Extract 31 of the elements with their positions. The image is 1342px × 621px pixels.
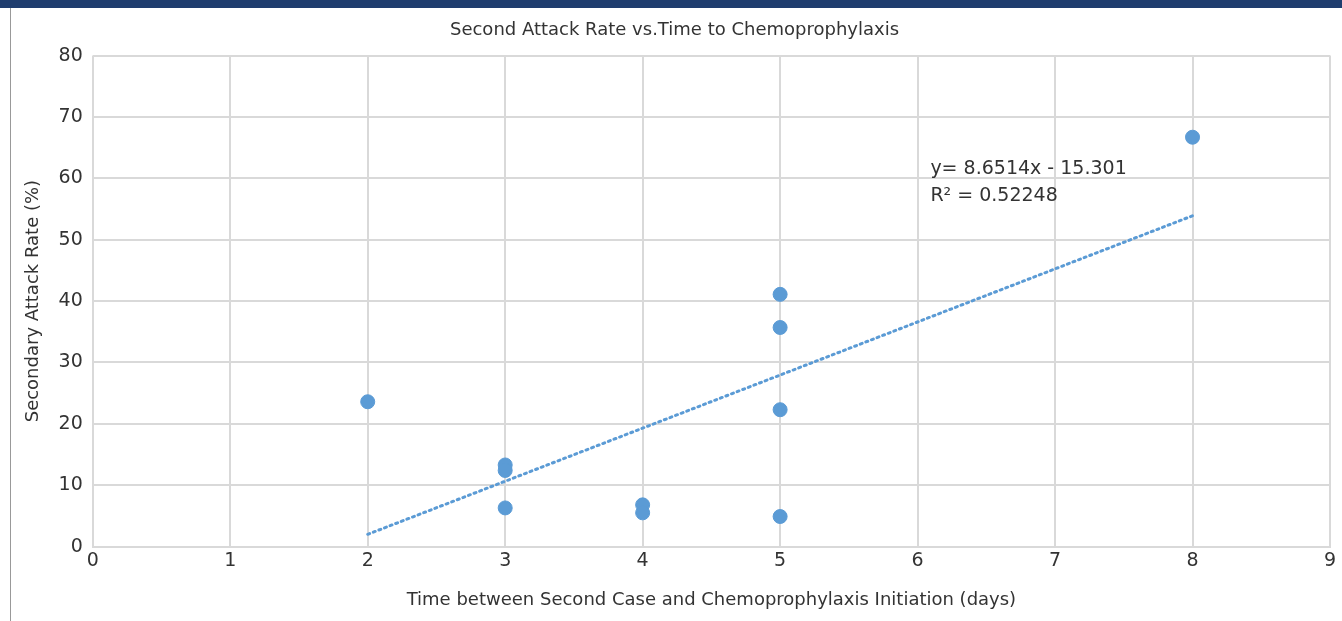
x-tick-label: 9 <box>1323 547 1337 570</box>
y-tick-label: 10 <box>58 472 83 495</box>
y-tick-label: 40 <box>58 288 83 311</box>
y-tick-label: 20 <box>58 410 83 433</box>
x-tick-label: 2 <box>361 547 374 570</box>
annotation: y= 8.6514x - 15.301 <box>930 156 1127 179</box>
point <box>772 509 788 525</box>
x-tick-label: 5 <box>774 547 787 570</box>
x-tick-label: 0 <box>86 547 99 570</box>
chart-title: Second Attack Rate vs.Time to Chemoprophylaxis <box>449 18 900 40</box>
x-axis-title: Time between Second Case and Chemoprophylaxis Initiation (days) <box>405 587 1017 609</box>
x-tick-label: 4 <box>636 547 649 570</box>
y-tick-label: 60 <box>58 165 83 188</box>
point <box>772 402 788 418</box>
point <box>772 286 788 302</box>
x-tick-label: 7 <box>1049 547 1062 570</box>
point <box>497 500 513 516</box>
y-tick-label: 50 <box>58 226 83 249</box>
y-tick-label: 0 <box>70 533 83 556</box>
x-tick-label: 6 <box>911 547 924 570</box>
x-tick-label: 1 <box>224 547 237 570</box>
y-axis-title: Secondary Attack Rate (%) <box>21 179 43 423</box>
point <box>1185 129 1201 145</box>
y-tick-label: 80 <box>58 42 83 65</box>
x-tick-label: 3 <box>499 547 512 570</box>
point <box>360 394 376 410</box>
point <box>772 319 788 335</box>
annotation: R² = 0.52248 <box>930 183 1058 206</box>
x-tick-label: 8 <box>1186 547 1199 570</box>
y-tick-label: 30 <box>58 349 83 372</box>
y-tick-label: 70 <box>58 103 83 126</box>
